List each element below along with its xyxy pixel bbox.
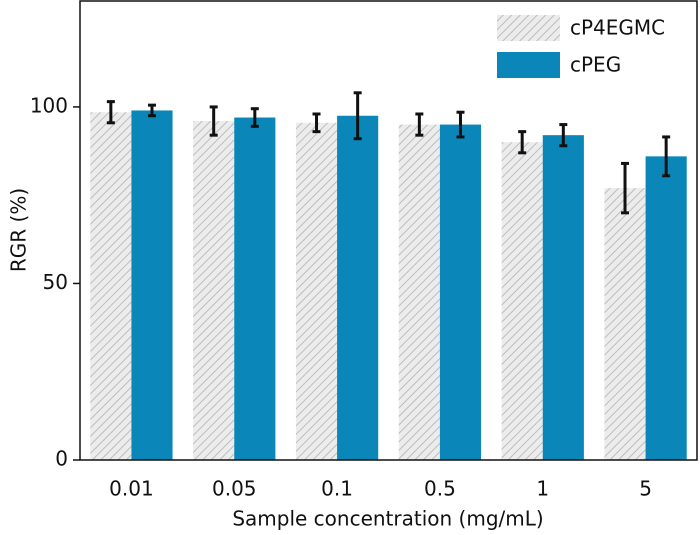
error-bar <box>662 135 671 178</box>
y-tick-label: 100 <box>30 93 68 117</box>
bar <box>542 135 584 460</box>
x-tick-label: 0.05 <box>212 477 257 501</box>
bar <box>131 110 173 460</box>
error-bar <box>559 123 568 148</box>
y-tick-label: 0 <box>55 447 68 471</box>
bar <box>398 124 440 461</box>
bar <box>234 117 276 460</box>
error-bar <box>621 161 630 215</box>
error-bar <box>106 100 115 125</box>
bar <box>645 156 687 460</box>
error-bar <box>250 107 259 128</box>
bar <box>90 112 132 460</box>
legend-swatch <box>497 52 560 78</box>
x-tick-label: 0.1 <box>321 477 353 501</box>
error-bar <box>415 112 424 137</box>
bar <box>337 115 379 460</box>
bar <box>193 121 235 461</box>
legend-label: cP4EGMC <box>570 16 665 40</box>
legend-swatch <box>497 15 560 41</box>
x-tick-label: 1 <box>536 477 549 501</box>
y-axis-label: RGR (%) <box>7 188 31 272</box>
error-bar <box>147 103 156 118</box>
error-bar <box>518 130 527 155</box>
y-tick-label: 50 <box>43 270 68 294</box>
legend-label: cPEG <box>570 53 621 77</box>
x-tick-label: 0.01 <box>109 477 154 501</box>
x-tick-label: 5 <box>639 477 652 501</box>
error-bar <box>353 91 362 141</box>
error-bar <box>312 112 321 134</box>
x-axis-label: Sample concentration (mg/mL) <box>232 507 543 531</box>
error-bar <box>456 110 465 139</box>
bar <box>295 122 338 461</box>
bar <box>604 188 646 460</box>
plot-frame <box>79 0 698 461</box>
bar <box>501 142 543 460</box>
bar <box>439 124 482 461</box>
error-bar <box>209 105 218 137</box>
x-tick-label: 0.5 <box>424 477 456 501</box>
